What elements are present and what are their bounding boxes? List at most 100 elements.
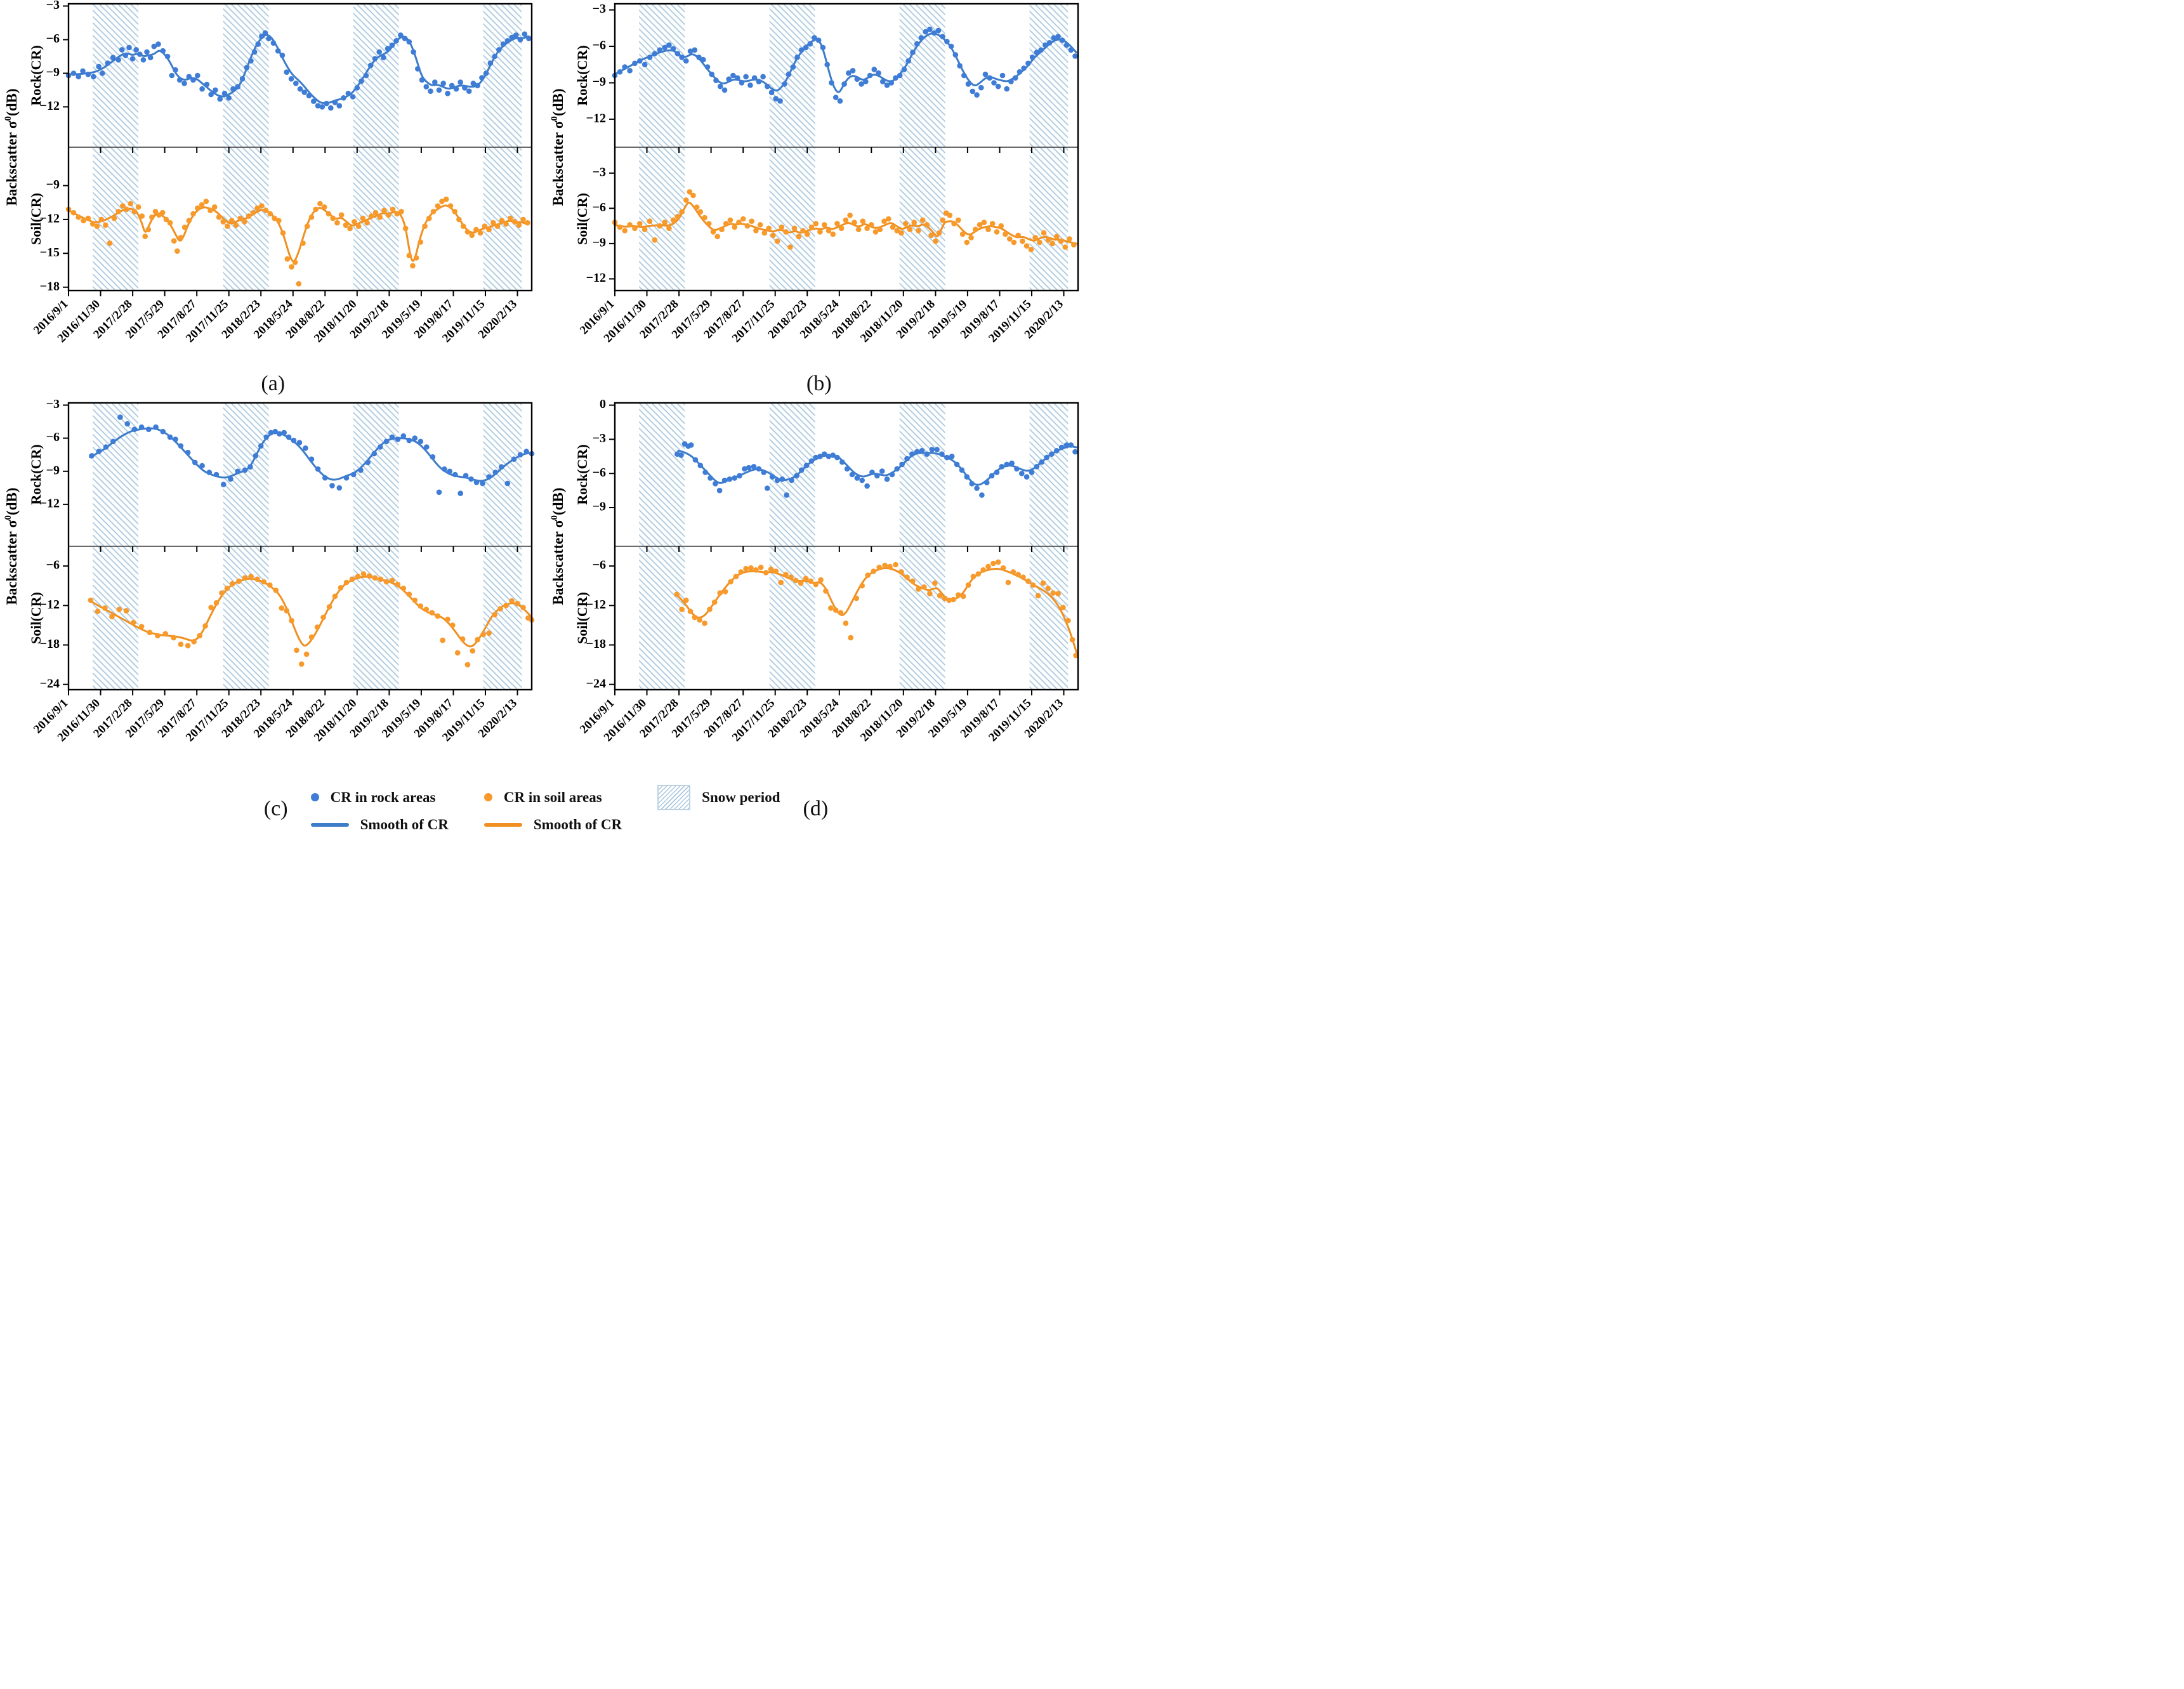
rock-point bbox=[1013, 466, 1020, 472]
panel-b-svg: −3−6−9−12Rock(CR)−3−6−9−12Soil(CR)2016/9… bbox=[549, 2, 1079, 345]
rock-point bbox=[968, 481, 975, 487]
soil-point bbox=[621, 228, 628, 233]
soil-point bbox=[418, 239, 424, 245]
rock-point bbox=[365, 459, 371, 466]
soil-point bbox=[294, 647, 299, 654]
rock-point bbox=[751, 75, 757, 81]
rock-point bbox=[636, 58, 643, 64]
soil-point bbox=[219, 590, 225, 596]
soil-point bbox=[1002, 231, 1008, 237]
soil-point bbox=[402, 225, 409, 232]
rock-point bbox=[424, 444, 430, 450]
soil-point bbox=[1058, 238, 1063, 244]
soil-point bbox=[641, 227, 647, 233]
rock-point bbox=[192, 459, 198, 466]
rock-point bbox=[879, 468, 885, 474]
rock-point bbox=[702, 470, 708, 475]
soil-point bbox=[509, 598, 515, 604]
rock-point bbox=[773, 96, 779, 102]
svg-text:−6: −6 bbox=[592, 200, 605, 214]
soil-point bbox=[851, 220, 857, 225]
panel-c-svg: −3−6−9−12Rock(CR)−6−12−18−24Soil(CR)2016… bbox=[3, 399, 535, 744]
rock-point bbox=[893, 466, 900, 472]
soil-point bbox=[1045, 586, 1051, 591]
rock-point bbox=[100, 70, 105, 76]
rock-point bbox=[834, 454, 840, 461]
soil-point bbox=[497, 606, 503, 612]
soil-point bbox=[355, 223, 362, 229]
rock-point bbox=[117, 414, 123, 420]
soil-point bbox=[400, 586, 407, 591]
soil-point bbox=[225, 223, 230, 229]
soil-point bbox=[107, 240, 113, 246]
rock-point bbox=[713, 77, 719, 83]
soil-point bbox=[877, 227, 883, 233]
soil-point bbox=[1006, 236, 1012, 242]
soil-point bbox=[631, 225, 638, 232]
soil-point bbox=[1035, 593, 1041, 599]
soil-point bbox=[782, 229, 789, 235]
rock-point bbox=[922, 29, 928, 35]
rock-point bbox=[110, 438, 116, 445]
soil-point bbox=[827, 605, 834, 611]
soil-point bbox=[985, 563, 991, 570]
rock-point bbox=[288, 76, 294, 82]
rock-point bbox=[185, 449, 191, 456]
soil-point bbox=[464, 229, 471, 235]
soil-point bbox=[248, 574, 254, 579]
rock-point bbox=[747, 82, 753, 88]
soil-point bbox=[174, 248, 180, 254]
rock-point bbox=[457, 79, 463, 85]
rock-point bbox=[815, 37, 821, 43]
soil-point bbox=[394, 211, 400, 217]
svg-text:−9: −9 bbox=[592, 235, 605, 249]
soil-point bbox=[263, 207, 269, 214]
soil-point bbox=[1070, 242, 1077, 248]
soil-point bbox=[803, 575, 808, 582]
soil-point bbox=[377, 214, 383, 220]
legend: (c) CR in rock areas CR in soil areas Sn… bbox=[0, 770, 1092, 844]
soil-point bbox=[972, 227, 978, 233]
soil-point bbox=[995, 559, 1001, 565]
soil-point bbox=[915, 228, 921, 233]
soil-point bbox=[89, 221, 96, 227]
soil-point bbox=[822, 588, 829, 594]
rock-point bbox=[687, 48, 693, 54]
soil-point bbox=[199, 202, 205, 208]
rock-point bbox=[419, 77, 425, 83]
soil-point bbox=[224, 586, 230, 591]
soil-point bbox=[267, 582, 273, 588]
panel-a-chart: −3 −6 −9 −12 Rock(CR) −9 −12 −15 −18 Soil(CR) 2016… bbox=[0, 0, 546, 371]
soil-point bbox=[450, 622, 456, 628]
rock-point bbox=[160, 428, 166, 435]
soil-point bbox=[1049, 240, 1055, 247]
rock-point bbox=[345, 91, 352, 96]
svg-text:−6: −6 bbox=[592, 466, 605, 480]
soil-point bbox=[352, 219, 357, 225]
rock-point-icon bbox=[310, 793, 319, 801]
rock-point bbox=[1068, 47, 1074, 53]
soil-point bbox=[657, 223, 662, 229]
rock-point bbox=[779, 476, 785, 482]
rock-point bbox=[526, 36, 532, 41]
rock-point bbox=[964, 474, 970, 480]
soil-point bbox=[1015, 232, 1021, 239]
rock-point bbox=[820, 44, 826, 51]
svg-text:−3: −3 bbox=[592, 165, 605, 179]
rock-point bbox=[806, 41, 813, 47]
svg-text:−3: −3 bbox=[46, 399, 60, 411]
legend-label-soil-points: CR in soil areas bbox=[503, 789, 602, 805]
rock-point bbox=[948, 43, 954, 49]
rock-point bbox=[933, 447, 940, 452]
soil-point bbox=[326, 604, 332, 610]
soil-point bbox=[429, 610, 435, 615]
rock-point bbox=[76, 74, 81, 80]
rock-point bbox=[854, 76, 860, 82]
rock-point bbox=[674, 51, 680, 56]
soil-point bbox=[381, 207, 387, 214]
soil-point bbox=[279, 605, 285, 611]
soil-point bbox=[508, 215, 513, 221]
soil-point bbox=[765, 225, 772, 232]
rock-point bbox=[284, 69, 290, 75]
soil-point bbox=[1030, 582, 1036, 588]
